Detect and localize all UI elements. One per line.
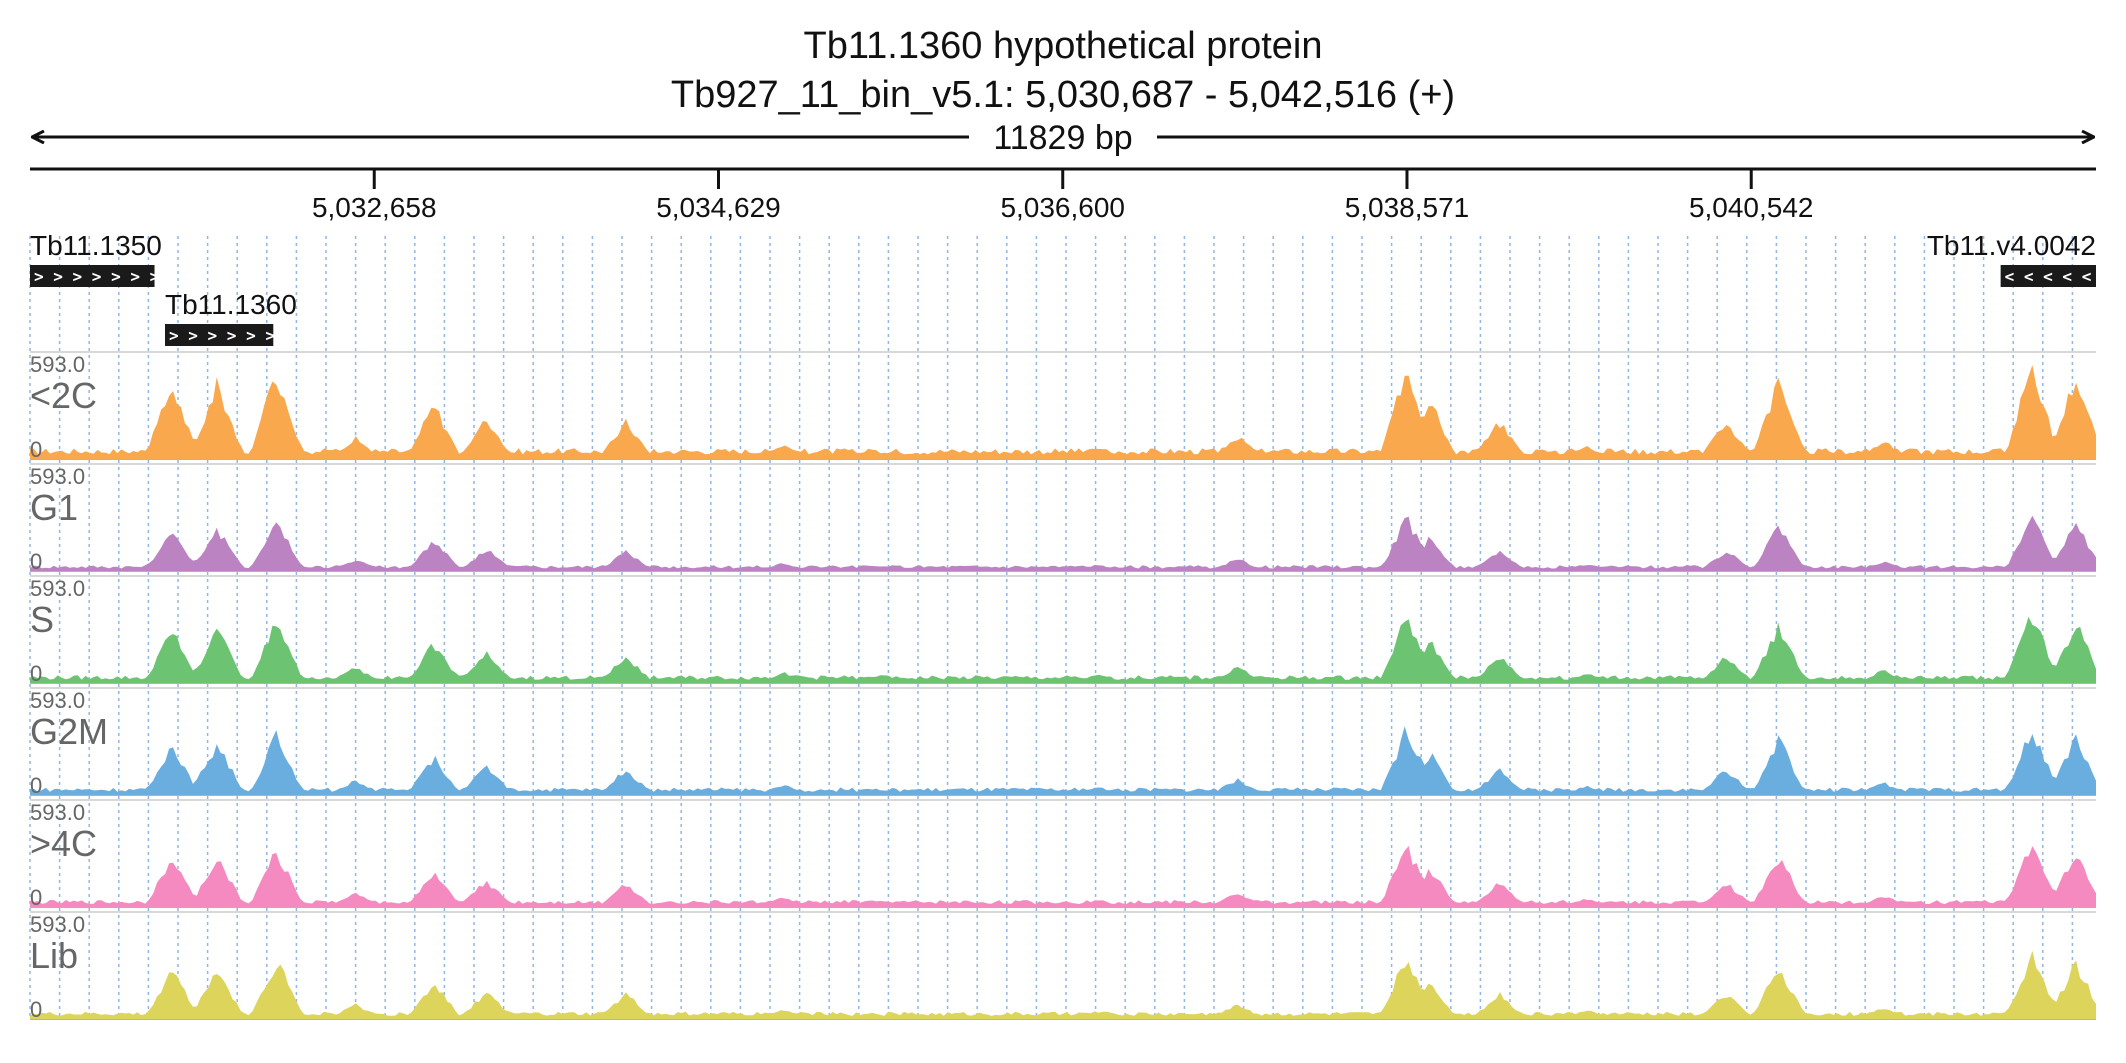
- track-name: Lib: [30, 935, 78, 976]
- coverage-area: [30, 726, 2096, 795]
- track-zero-label: 0: [30, 773, 42, 798]
- chart-subtitle: Tb927_11_bin_v5.1: 5,030,687 - 5,042,516…: [671, 74, 1455, 116]
- gene-track: Tb11.1350 > > > > > > > Tb11.1360 > > > > >…: [30, 230, 2096, 346]
- coverage-area: [30, 515, 2096, 571]
- track-zero-label: 0: [30, 661, 42, 686]
- coverage-tracks: 593.0<2C0593.0G10593.0S0593.0G2M0593.0>4…: [30, 351, 2096, 1022]
- axis-tick-label: 5,038,571: [1345, 192, 1470, 223]
- track-name: S: [30, 599, 54, 640]
- track-max-label: 593.0: [30, 800, 85, 825]
- axis-tick-label: 5,040,542: [1689, 192, 1814, 223]
- track-zero-label: 0: [30, 885, 42, 910]
- gene-strand-arrows: > > > > > >: [169, 326, 275, 345]
- span-label: 11829 bp: [993, 119, 1132, 157]
- span-indicator: 11829 bp: [32, 119, 2094, 157]
- gene-feature[interactable]: [165, 324, 274, 346]
- track-name: G2M: [30, 711, 108, 752]
- chart-title: Tb11.1360 hypothetical protein: [804, 25, 1323, 67]
- track-name: >4C: [30, 823, 97, 864]
- track-zero-label: 0: [30, 549, 42, 574]
- track-max-label: 593.0: [30, 352, 85, 377]
- track-max-label: 593.0: [30, 912, 85, 937]
- track-max-label: 593.0: [30, 688, 85, 713]
- gene-label: Tb11.1360: [165, 289, 297, 320]
- coverage-area: [30, 846, 2096, 907]
- axis-tick-label: 5,036,600: [1000, 192, 1125, 223]
- genomic-axis: 5,032,658 5,034,629 5,036,600 5,038,571 5,04…: [30, 167, 2096, 223]
- track-name: G1: [30, 487, 78, 528]
- gene-feature[interactable]: [2000, 265, 2096, 287]
- gene-feature[interactable]: [30, 265, 155, 287]
- gene-label: Tb11.v4.0042: [1927, 230, 2096, 261]
- gene-strand-arrows: > > > > > > >: [34, 267, 159, 286]
- track-zero-label: 0: [30, 997, 42, 1022]
- gene-strand-arrows: < < < < <: [2005, 267, 2092, 286]
- track-name: <2C: [30, 375, 97, 416]
- track-max-label: 593.0: [30, 464, 85, 489]
- coverage-area: [30, 950, 2096, 1019]
- coverage-area: [30, 616, 2096, 683]
- track-max-label: 593.0: [30, 576, 85, 601]
- axis-tick-label: 5,032,658: [312, 192, 437, 223]
- gene-label: Tb11.1350: [30, 230, 162, 261]
- axis-tick-label: 5,034,629: [656, 192, 781, 223]
- track-zero-label: 0: [30, 437, 42, 462]
- coverage-area: [30, 365, 2096, 459]
